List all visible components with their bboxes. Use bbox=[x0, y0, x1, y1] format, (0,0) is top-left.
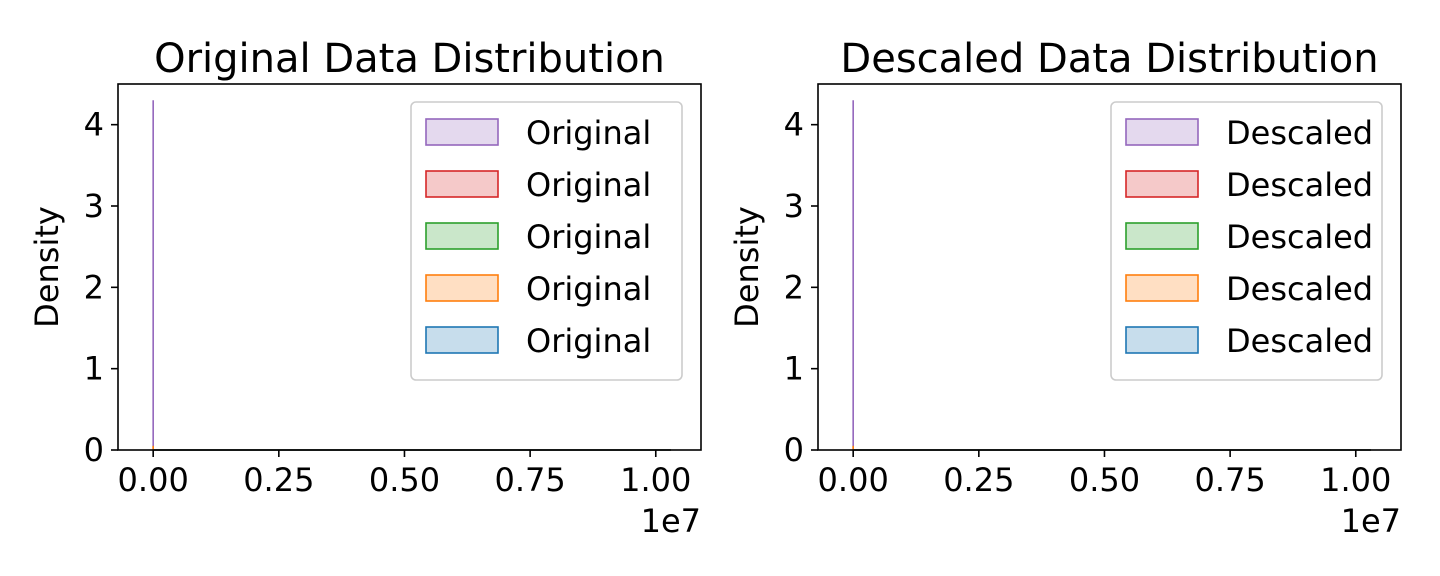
legend-label: Descaled bbox=[1226, 322, 1373, 360]
y-tick-label: 2 bbox=[784, 268, 804, 306]
plot-frame bbox=[117, 83, 702, 451]
legend-label: Original bbox=[526, 218, 651, 256]
y-tick-label: 3 bbox=[784, 187, 804, 225]
x-tick-label: 0.75 bbox=[1194, 461, 1265, 499]
legend-item: Original bbox=[425, 166, 651, 204]
legend-item: Original bbox=[425, 270, 651, 308]
y-axis-label: Density bbox=[28, 206, 66, 328]
legend-label: Descaled bbox=[1226, 218, 1373, 256]
legend-swatch bbox=[1125, 170, 1199, 198]
x-tick-label: 1.00 bbox=[1320, 461, 1391, 499]
legend-swatch bbox=[1125, 274, 1199, 302]
legend-swatch bbox=[425, 222, 499, 250]
legend-swatch bbox=[425, 170, 499, 198]
y-tick-label: 0 bbox=[84, 431, 104, 469]
y-axis-label: Density bbox=[728, 206, 766, 328]
legend-item: Descaled bbox=[1125, 322, 1373, 360]
legend-item: Original bbox=[425, 114, 651, 152]
x-tick-label: 0.00 bbox=[818, 461, 889, 499]
y-tick-label: 1 bbox=[84, 350, 104, 388]
plot-frame bbox=[817, 83, 1402, 451]
legend-item: Original bbox=[425, 218, 651, 256]
x-tick-label: 0.75 bbox=[494, 461, 565, 499]
legend: Descaled Descaled Descaled Descaled Descaled bbox=[1110, 101, 1383, 381]
legend-swatch bbox=[425, 326, 499, 354]
y-tick-label: 0 bbox=[784, 431, 804, 469]
legend-item: Descaled bbox=[1125, 270, 1373, 308]
x-tick-label: 0.25 bbox=[243, 461, 314, 499]
legend-item: Original bbox=[425, 322, 651, 360]
legend-label: Original bbox=[526, 322, 651, 360]
y-tick-label: 4 bbox=[84, 106, 104, 144]
y-tick-label: 1 bbox=[784, 350, 804, 388]
legend-label: Original bbox=[526, 270, 651, 308]
x-tick-label: 1.00 bbox=[620, 461, 691, 499]
y-tick-label: 3 bbox=[84, 187, 104, 225]
x-tick-label: 0.50 bbox=[1069, 461, 1140, 499]
legend-item: Descaled bbox=[1125, 218, 1373, 256]
legend-swatch bbox=[425, 274, 499, 302]
chart-title: Descaled Data Distribution bbox=[840, 36, 1378, 82]
legend-label: Descaled bbox=[1226, 166, 1373, 204]
legend-swatch bbox=[1125, 222, 1199, 250]
legend-item: Descaled bbox=[1125, 166, 1373, 204]
x-offset-label: 1e7 bbox=[1341, 502, 1401, 540]
legend-swatch bbox=[1125, 326, 1199, 354]
legend: Original Original Original Original Original bbox=[410, 101, 683, 381]
chart-panel-2: Descaled Data Distribution Density 0.00 0.2… bbox=[728, 36, 1402, 540]
x-tick-label: 0.25 bbox=[943, 461, 1014, 499]
legend-label: Descaled bbox=[1226, 270, 1373, 308]
y-tick-label: 4 bbox=[784, 106, 804, 144]
legend-label: Original bbox=[526, 166, 651, 204]
legend-swatch bbox=[1125, 118, 1199, 146]
legend-label: Original bbox=[526, 114, 651, 152]
x-offset-label: 1e7 bbox=[641, 502, 701, 540]
legend-label: Descaled bbox=[1226, 114, 1373, 152]
legend-item: Descaled bbox=[1125, 114, 1373, 152]
x-tick-label: 0.50 bbox=[369, 461, 440, 499]
y-tick-label: 2 bbox=[84, 268, 104, 306]
chart-title: Original Data Distribution bbox=[154, 36, 665, 82]
chart-panel-1: Original Data Distribution Density 0.00 0.2… bbox=[28, 36, 702, 540]
x-tick-label: 0.00 bbox=[118, 461, 189, 499]
legend-swatch bbox=[425, 118, 499, 146]
